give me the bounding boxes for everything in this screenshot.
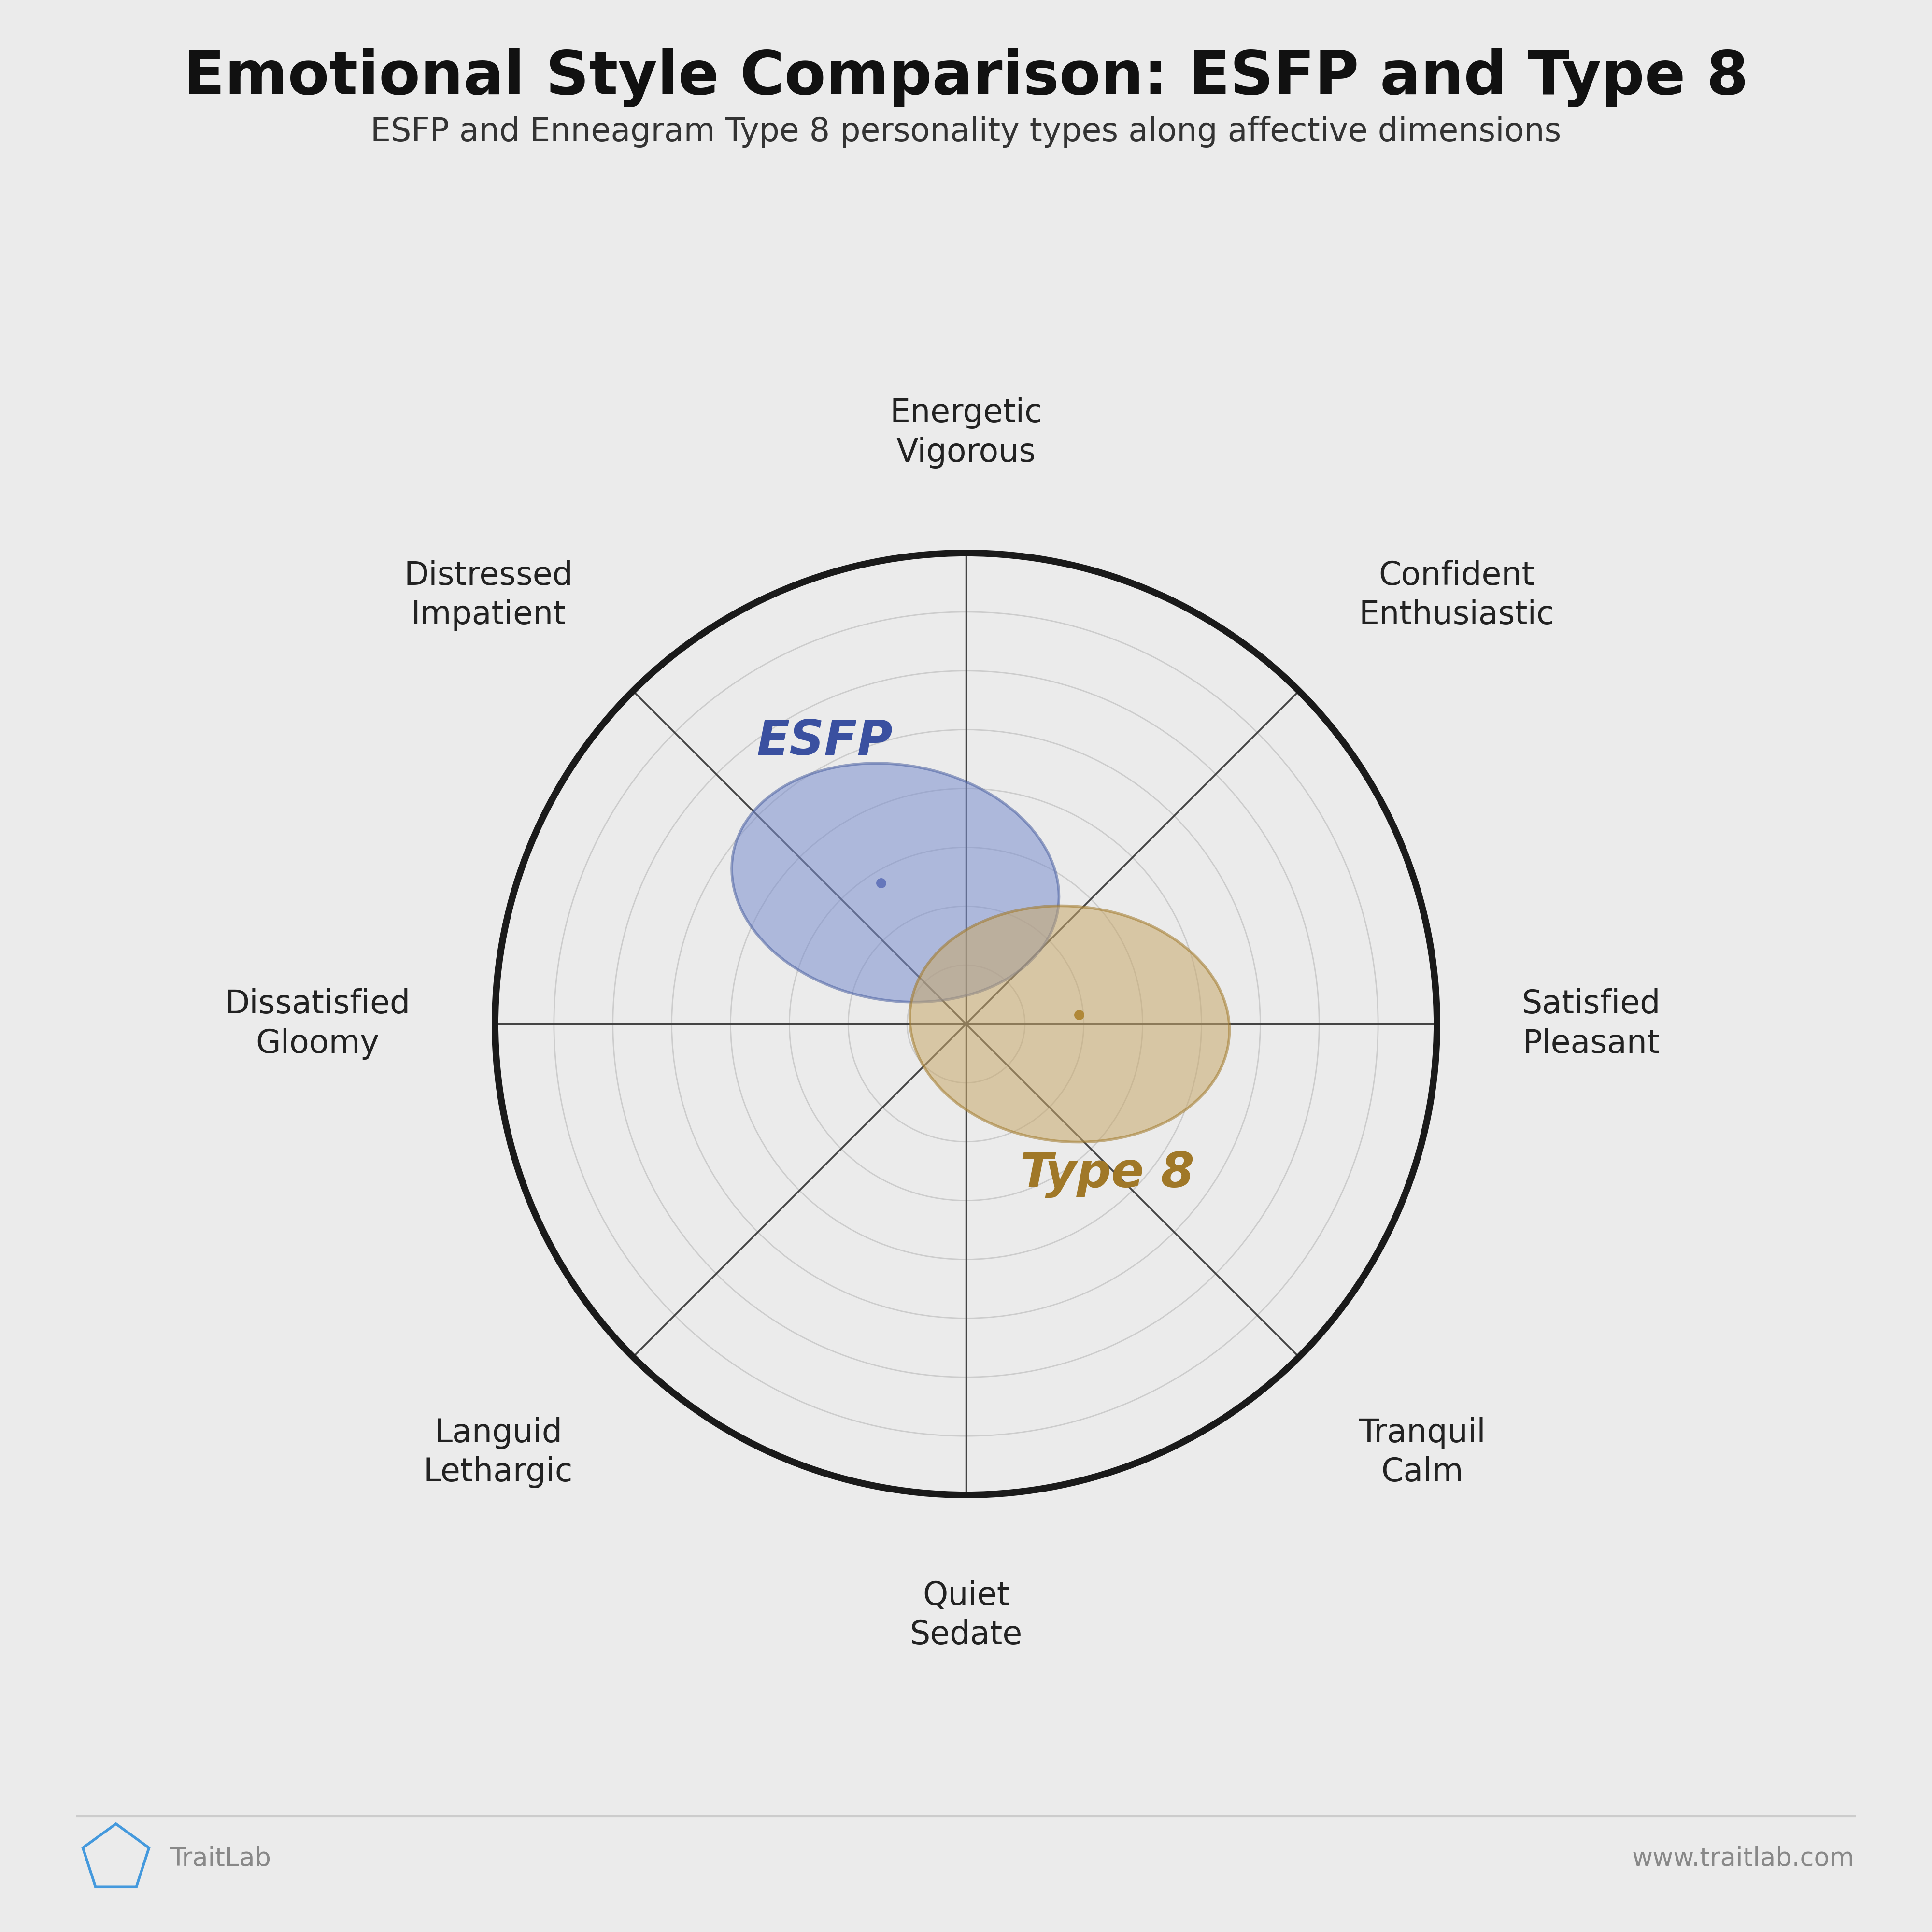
Text: www.traitlab.com: www.traitlab.com	[1633, 1847, 1855, 1870]
Text: Energetic
Vigorous: Energetic Vigorous	[891, 396, 1041, 468]
Ellipse shape	[732, 763, 1059, 1003]
Text: Satisfied
Pleasant: Satisfied Pleasant	[1522, 989, 1660, 1059]
Text: ESFP: ESFP	[757, 719, 893, 765]
Text: Languid
Lethargic: Languid Lethargic	[423, 1416, 574, 1488]
Text: TraitLab: TraitLab	[170, 1847, 270, 1870]
Text: Confident
Enthusiastic: Confident Enthusiastic	[1358, 560, 1555, 632]
Ellipse shape	[910, 906, 1229, 1142]
Text: Tranquil
Calm: Tranquil Calm	[1358, 1416, 1486, 1488]
Text: Distressed
Impatient: Distressed Impatient	[404, 560, 574, 632]
Text: ESFP and Enneagram Type 8 personality types along affective dimensions: ESFP and Enneagram Type 8 personality ty…	[371, 116, 1561, 149]
Text: Type 8: Type 8	[1020, 1151, 1194, 1198]
Text: Emotional Style Comparison: ESFP and Type 8: Emotional Style Comparison: ESFP and Typ…	[184, 48, 1748, 106]
Text: Quiet
Sedate: Quiet Sedate	[910, 1580, 1022, 1652]
Text: Dissatisfied
Gloomy: Dissatisfied Gloomy	[224, 989, 410, 1059]
